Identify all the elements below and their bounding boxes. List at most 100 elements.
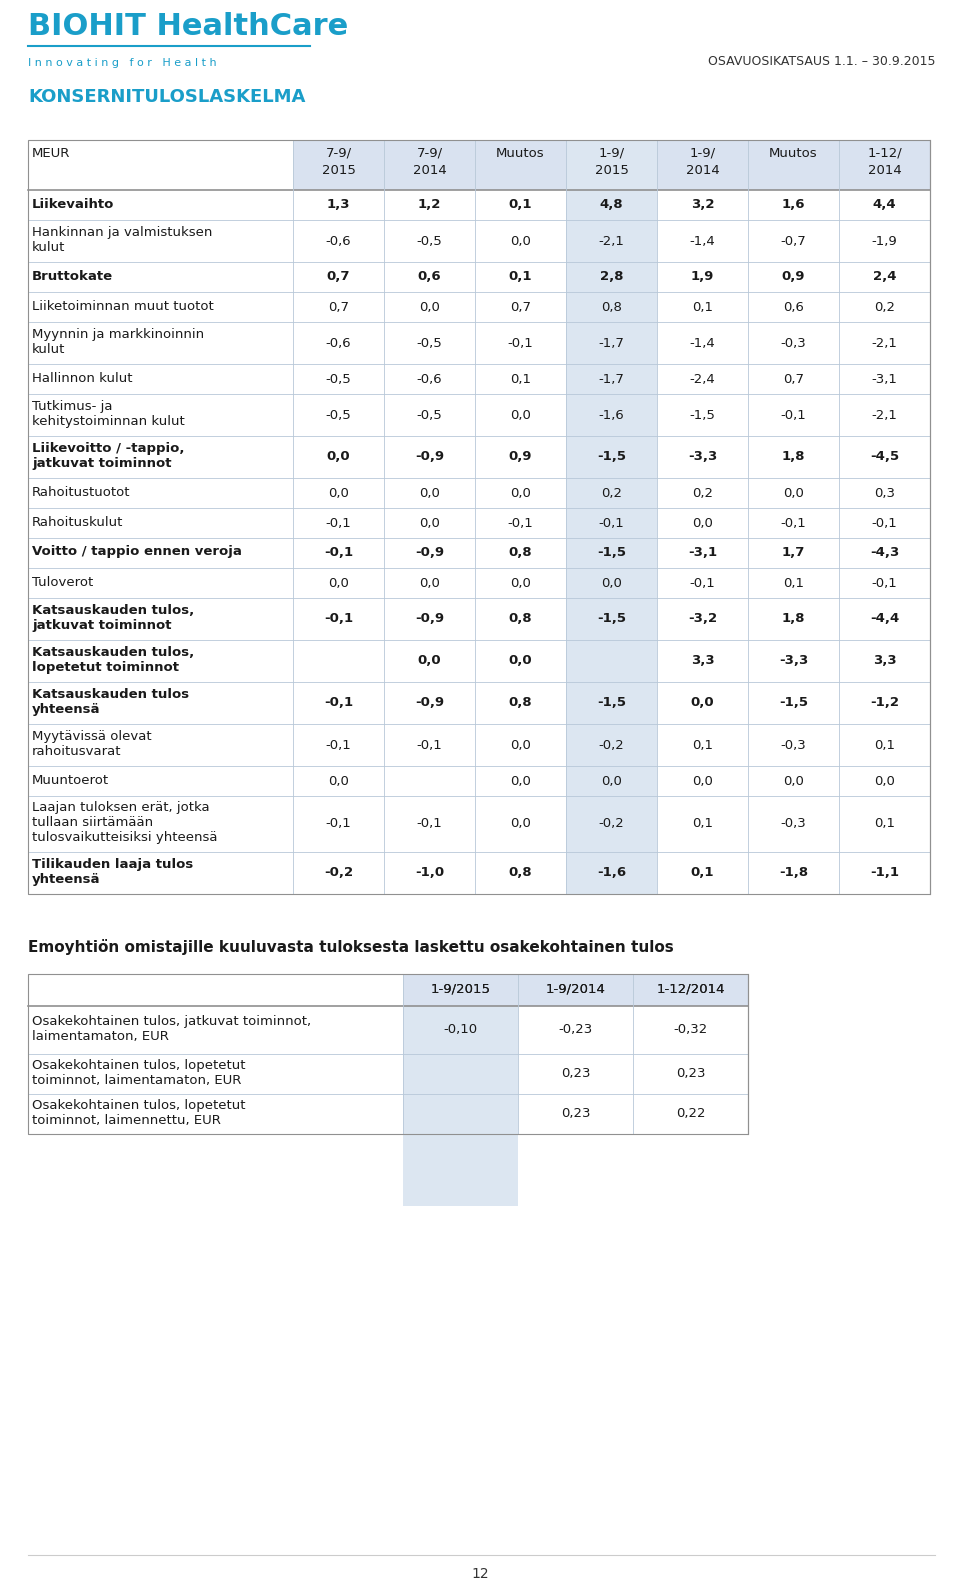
Text: 1-9/2014: 1-9/2014 [545,983,606,995]
Text: -0,1: -0,1 [325,517,351,529]
Text: -0,2: -0,2 [599,738,624,752]
Text: 0,0: 0,0 [783,774,804,787]
Bar [566,141,657,894]
Text: toiminnot, laimennettu, EUR: toiminnot, laimennettu, EUR [32,1114,221,1127]
Text: -0,1: -0,1 [780,409,806,422]
Text: 0,1: 0,1 [874,738,895,752]
Text: 1-12/2014: 1-12/2014 [657,983,725,995]
Text: -0,1: -0,1 [780,517,806,529]
Text: 0,0: 0,0 [420,577,440,589]
Text: 0,1: 0,1 [691,866,714,880]
Text: KONSERNITULOSLASKELMA: KONSERNITULOSLASKELMA [28,88,305,106]
Text: -0,9: -0,9 [415,450,444,463]
Text: Liiketoiminnan muut tuotot: Liiketoiminnan muut tuotot [32,300,214,313]
Text: -0,5: -0,5 [325,373,351,386]
Text: yhteensä: yhteensä [32,874,101,886]
Text: Liikevaihto: Liikevaihto [32,198,114,210]
Text: -0,6: -0,6 [325,234,351,248]
Text: 0,0: 0,0 [418,654,442,667]
Text: 0,7: 0,7 [510,300,531,313]
Text: Laajan tuloksen erät, jotka: Laajan tuloksen erät, jotka [32,801,209,815]
Text: Katsauskauden tulos: Katsauskauden tulos [32,687,189,702]
Text: Hallinnon kulut: Hallinnon kulut [32,371,132,384]
Text: 3,2: 3,2 [691,199,714,212]
Text: -1,8: -1,8 [779,866,808,880]
Text: 3,3: 3,3 [873,654,897,667]
Text: -0,5: -0,5 [417,234,443,248]
Text: -0,1: -0,1 [872,517,898,529]
Text: 0,8: 0,8 [601,300,622,313]
Text: toiminnot, laimentamaton, EUR: toiminnot, laimentamaton, EUR [32,1074,241,1087]
Text: Rahoituskulut: Rahoituskulut [32,515,124,528]
Text: -2,1: -2,1 [872,409,898,422]
Text: kehitystoiminnan kulut: kehitystoiminnan kulut [32,416,184,428]
Text: 1,9: 1,9 [691,270,714,283]
Text: 1,8: 1,8 [781,613,805,626]
Text: tulosvaikutteisiksi yhteensä: tulosvaikutteisiksi yhteensä [32,831,218,844]
Text: 2014: 2014 [413,164,446,177]
Text: -0,6: -0,6 [417,373,443,386]
Text: -0,5: -0,5 [325,409,351,422]
Text: 0,0: 0,0 [692,774,713,787]
Text: -3,1: -3,1 [688,547,717,559]
Bar [28,973,748,1134]
Text: 0,0: 0,0 [420,300,440,313]
Text: rahoitusvarat: rahoitusvarat [32,746,122,758]
Text: -1,7: -1,7 [599,337,624,349]
Text: -1,5: -1,5 [597,697,626,709]
Text: -1,5: -1,5 [689,409,715,422]
Text: 0,0: 0,0 [326,450,350,463]
Text: 12: 12 [471,1567,489,1580]
Text: Katsauskauden tulos,: Katsauskauden tulos, [32,646,194,659]
Text: 0,0: 0,0 [420,487,440,499]
Text: 0,9: 0,9 [509,450,532,463]
Text: 0,0: 0,0 [510,577,531,589]
Text: lopetetut toiminnot: lopetetut toiminnot [32,660,179,675]
Text: 2014: 2014 [685,164,719,177]
Text: 1-12/: 1-12/ [867,147,901,160]
Text: Osakekohtainen tulos, lopetetut: Osakekohtainen tulos, lopetetut [32,1059,246,1071]
Text: -0,23: -0,23 [559,1024,592,1036]
Text: -1,0: -1,0 [415,866,444,880]
Text: -1,7: -1,7 [599,373,624,386]
Text: 0,8: 0,8 [509,547,532,559]
Text: 0,7: 0,7 [328,300,349,313]
Text: 0,1: 0,1 [783,577,804,589]
Text: 0,0: 0,0 [510,738,531,752]
Text: laimentamaton, EUR: laimentamaton, EUR [32,1030,169,1043]
Text: BIOHIT HealthCare: BIOHIT HealthCare [28,13,348,41]
Text: 1-9/: 1-9/ [689,147,715,160]
Text: 0,3: 0,3 [874,487,895,499]
Text: 0,8: 0,8 [509,866,532,880]
Text: 0,0: 0,0 [328,487,348,499]
Text: 2014: 2014 [868,164,901,177]
Text: Muuntoerot: Muuntoerot [32,774,109,787]
Text: -0,1: -0,1 [508,337,534,349]
Text: 4,8: 4,8 [600,199,623,212]
Text: 1,3: 1,3 [326,199,350,212]
Text: 0,1: 0,1 [874,817,895,831]
Text: -1,6: -1,6 [597,866,626,880]
Text: 0,1: 0,1 [692,817,713,831]
Text: 0,2: 0,2 [692,487,713,499]
Text: 7-9/: 7-9/ [325,147,351,160]
Text: 2015: 2015 [322,164,355,177]
Text: -1,2: -1,2 [870,697,899,709]
Text: 0,1: 0,1 [510,373,531,386]
Text: -4,3: -4,3 [870,547,900,559]
Bar [28,141,930,894]
Text: -0,1: -0,1 [324,613,353,626]
Text: Tutkimus- ja: Tutkimus- ja [32,400,112,412]
Text: 1-9/2014: 1-9/2014 [545,983,606,995]
Text: 0,0: 0,0 [328,774,348,787]
Text: -1,1: -1,1 [870,866,899,880]
Text: -0,1: -0,1 [508,517,534,529]
Text: -0,5: -0,5 [417,337,443,349]
Text: -1,4: -1,4 [689,234,715,248]
Text: -0,1: -0,1 [324,697,353,709]
Text: 0,1: 0,1 [692,738,713,752]
Text: Myynnin ja markkinoinnin: Myynnin ja markkinoinnin [32,329,204,341]
Text: 0,0: 0,0 [509,654,532,667]
Text: Hankinnan ja valmistuksen: Hankinnan ja valmistuksen [32,226,212,239]
Bar [403,973,518,1134]
